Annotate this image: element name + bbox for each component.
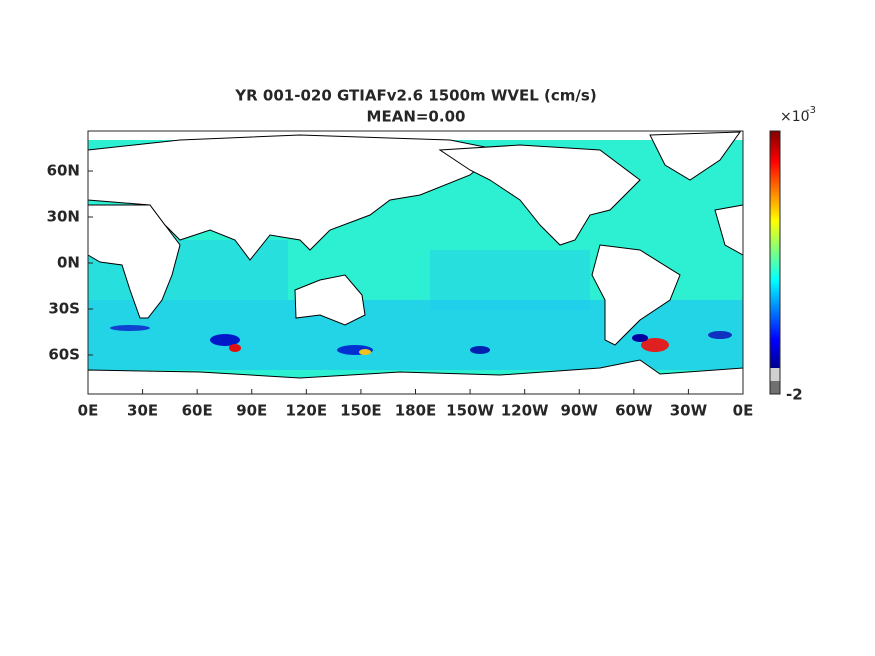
x-tick-label: 0E: [78, 402, 99, 420]
continent: [591, 244, 681, 346]
title-line: YR 001-020 GTIAFv2.6 1500m WVEL (cm/s): [234, 87, 596, 105]
continent: [649, 131, 741, 181]
colorbar: ×10 -3: [769, 105, 816, 395]
x-tick-label: 150E: [340, 402, 382, 420]
x-tick-label: 30W: [670, 402, 708, 420]
x-tick-label: 90W: [561, 402, 599, 420]
y-tick-label: 30S: [48, 299, 80, 317]
colorbar-swatch: [770, 381, 780, 394]
x-tick-label: 120E: [286, 402, 328, 420]
y-tick-label: 30N: [47, 208, 80, 226]
y-tick-label: 60S: [48, 345, 80, 363]
colorbar-frame: [769, 130, 781, 395]
anomalies: [110, 325, 732, 355]
continent: [438, 144, 641, 246]
title-line: MEAN=0.00: [367, 108, 466, 126]
x-tick-label: 60E: [182, 402, 213, 420]
x-tick-label: 150W: [446, 402, 494, 420]
x-tick-label: 30E: [127, 402, 158, 420]
x-tick-label: 180E: [395, 402, 437, 420]
colorbar-swatch: [770, 368, 780, 381]
continent: [87, 134, 502, 261]
x-tick-label: 60W: [615, 402, 653, 420]
colorbar-multiplier: ×10: [780, 109, 810, 125]
x-tick-label: 0E: [733, 402, 754, 420]
y-tick-label: 60N: [47, 162, 80, 180]
continent: [294, 274, 366, 326]
x-tick-label: 120W: [501, 402, 549, 420]
arctic: [88, 131, 743, 140]
colorbar-tick-label: -2: [786, 386, 803, 404]
y-tick-label: 0N: [57, 254, 80, 272]
colorbar-ramp: [770, 131, 780, 368]
map: [87, 130, 744, 395]
colorbar-exponent: -3: [806, 105, 816, 116]
x-tick-label: 90E: [236, 402, 267, 420]
